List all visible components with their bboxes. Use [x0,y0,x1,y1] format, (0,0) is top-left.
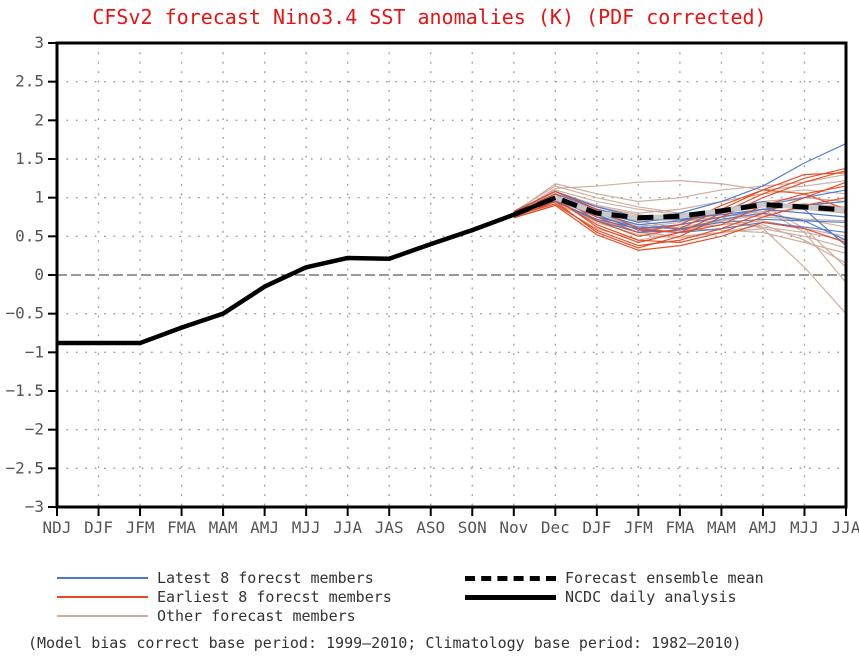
y-tick-label: −0.5 [5,304,44,323]
y-tick-label: −1.5 [5,381,44,400]
x-tick-label: DJF [84,518,113,537]
legend-label: Other forecast members [157,607,356,625]
y-tick-label: 2 [34,110,44,129]
base-period-footnote: (Model bias correct base period: 1999–20… [28,634,742,652]
legend-label: Latest 8 forecst members [157,569,374,587]
member-line-latest8 [513,190,847,220]
x-tick-label: JFM [624,518,653,537]
x-tick-label: JJA [832,518,859,537]
legend-item-ensemble-mean: Forecast ensemble mean [465,569,764,587]
x-tick-label: Nov [499,518,528,537]
legend-item-latest8: Latest 8 forecst members [57,569,374,587]
nino34-forecast-plot: 3 2.5 2 1.5 1 0.5 0 −0.5 −1 −1.5 −2 −2.5 −3 NDJ DJF JFM… [5,33,859,537]
other-members-line-swatch [57,615,148,617]
y-tick-label: −1 [25,342,44,361]
x-tick-label: FMA [167,518,196,537]
x-tick-label: AMJ [748,518,777,537]
legend-label: Forecast ensemble mean [565,569,764,587]
member-line-earliest8 [513,170,847,249]
x-tick-label: ASO [416,518,445,537]
ensemble-mean-line-swatch [465,575,556,581]
ensemble-mean-line [512,195,847,221]
x-tick-label: NDJ [43,518,72,537]
x-tick-label: AMJ [250,518,279,537]
ncdc-analysis-line [57,195,557,346]
member-line-earliest8 [513,197,847,244]
y-tick-label: 0 [34,265,44,284]
chart-title: CFSv2 forecast Nino3.4 SST anomalies (K)… [92,5,767,29]
x-tick-label: MAM [209,518,238,537]
y-tick-label: 2.5 [15,72,44,91]
earliest8-line-swatch [57,596,148,598]
x-tick-label: Dec [541,518,570,537]
legend-item-ncdc: NCDC daily analysis [465,588,737,606]
member-line-earliest8 [513,185,847,234]
x-tick-label: JJA [333,518,362,537]
x-tick-label: FMA [665,518,694,537]
legend-label: Earliest 8 forecst members [157,588,392,606]
member-line-earliest8 [513,204,847,251]
y-tick-label: 1.5 [15,149,44,168]
member-line-latest8 [513,142,847,220]
y-tick-label: −2.5 [5,458,44,477]
member-line-earliest8 [513,181,847,247]
member-line-other [513,200,847,264]
latest8-line-swatch [57,577,148,579]
x-tick-label: MJJ [790,518,819,537]
x-tick-label: JAS [375,518,404,537]
x-tick-label: MAM [707,518,736,537]
y-tick-label: −2 [25,420,44,439]
y-tick-label: −3 [25,497,44,516]
x-tick-label: JFM [126,518,155,537]
y-tick-label: 1 [34,188,44,207]
y-tick-label: 0.5 [15,226,44,245]
legend-item-other: Other forecast members [57,607,356,625]
x-tick-label: MJJ [292,518,321,537]
ncdc-line-swatch [465,594,556,600]
legend-item-earliest8: Earliest 8 forecst members [57,588,392,606]
x-tick-label: DJF [582,518,611,537]
legend-label: NCDC daily analysis [565,588,737,606]
y-tick-label: 3 [34,33,44,52]
x-tick-label: SON [458,518,487,537]
